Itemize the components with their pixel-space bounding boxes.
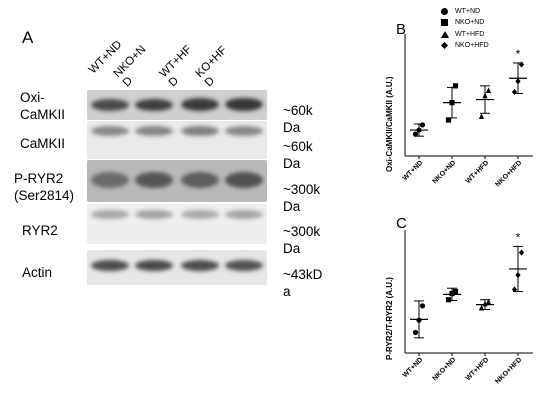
x-tick-label: WT+HFD xyxy=(465,356,491,382)
blot-row-label: Oxi- CaMKII xyxy=(20,90,66,122)
x-tick-label: WT+ND xyxy=(402,159,425,182)
legend-item: WT+HFD xyxy=(441,30,485,39)
x-tick-label: NKO+HFD xyxy=(494,356,523,385)
legend-label: WT+ND xyxy=(455,8,481,15)
blot-ryr2 xyxy=(87,204,267,244)
data-point xyxy=(449,290,455,297)
blot-size-label: ~60k Da xyxy=(283,103,313,135)
x-tick-label: NKO+HFD xyxy=(494,159,523,188)
data-point xyxy=(416,127,422,133)
legend-label: WT+HFD xyxy=(455,31,485,38)
circle-icon xyxy=(441,8,448,15)
significance-star: * xyxy=(516,47,521,61)
legend-item: WT+ND xyxy=(441,7,481,16)
data-point xyxy=(482,300,488,307)
blot-row-label: CaMKII xyxy=(20,136,66,151)
data-point xyxy=(482,92,488,99)
blot-size-label: ~60k Da xyxy=(283,139,313,171)
x-tick-label: NKO+ND xyxy=(431,159,457,185)
blot-actin xyxy=(87,250,267,285)
legend-item: NKO+HFD xyxy=(440,41,489,50)
data-point xyxy=(518,61,525,68)
panel-b-letter: B xyxy=(396,21,406,38)
chart-b-ylabel: Oxi-CaMKII/CaMKII (A.U.) xyxy=(385,76,394,172)
data-point xyxy=(419,303,426,309)
data-point xyxy=(412,329,419,336)
data-point xyxy=(452,83,459,89)
blot-column-label: KO+HF D xyxy=(193,44,230,90)
data-point xyxy=(478,304,485,311)
blot-row-label: Actin xyxy=(22,265,53,280)
data-point xyxy=(511,88,518,96)
legend-label: NKO+ND xyxy=(455,19,485,26)
data-point xyxy=(485,87,492,94)
chart-b: B Oxi-CaMKII/CaMKII (A.U.) WT+ND NKO+ND WT… xyxy=(385,21,533,188)
blot-p-ryr2 xyxy=(87,160,267,202)
blot-row-label: RYR2 xyxy=(22,223,58,238)
panel-c-letter: C xyxy=(396,215,407,232)
blot-row-label: P-RYR2 (Ser2814) xyxy=(14,171,75,203)
data-point xyxy=(511,286,518,293)
data-point xyxy=(515,78,521,85)
data-point xyxy=(515,272,521,279)
x-tick-label: NKO+ND xyxy=(431,356,457,382)
data-point xyxy=(416,317,422,323)
legend-item: NKO+ND xyxy=(441,18,485,27)
data-point xyxy=(478,113,485,119)
triangle-icon xyxy=(441,31,449,38)
blot-camkii xyxy=(87,121,267,159)
data-point xyxy=(445,297,452,303)
data-point xyxy=(518,249,525,256)
blot-size-label: ~43kD a xyxy=(283,267,323,299)
blot-oxi-camkii xyxy=(87,90,267,120)
x-tick-label: WT+ND xyxy=(402,356,425,379)
chart-c: C P-RYR2/T-RYR2 (A.U.) WT+ND NKO+ND WT+HFD… xyxy=(385,215,533,385)
data-point xyxy=(485,298,492,305)
blot-size-label: ~300k Da xyxy=(283,182,321,214)
data-point xyxy=(419,122,426,128)
significance-star: * xyxy=(516,230,521,244)
data-point xyxy=(449,100,455,106)
chart-c-ylabel: P-RYR2/T-RYR2 (A.U.) xyxy=(385,277,394,360)
x-tick-label: WT+HFD xyxy=(465,159,491,185)
data-point xyxy=(445,117,452,123)
data-point xyxy=(412,131,419,137)
square-icon xyxy=(441,19,448,26)
legend-label: NKO+HFD xyxy=(455,42,489,49)
blot-size-label: ~300k Da xyxy=(283,224,321,256)
data-point xyxy=(452,288,459,295)
panel-a-letter: A xyxy=(22,28,34,47)
